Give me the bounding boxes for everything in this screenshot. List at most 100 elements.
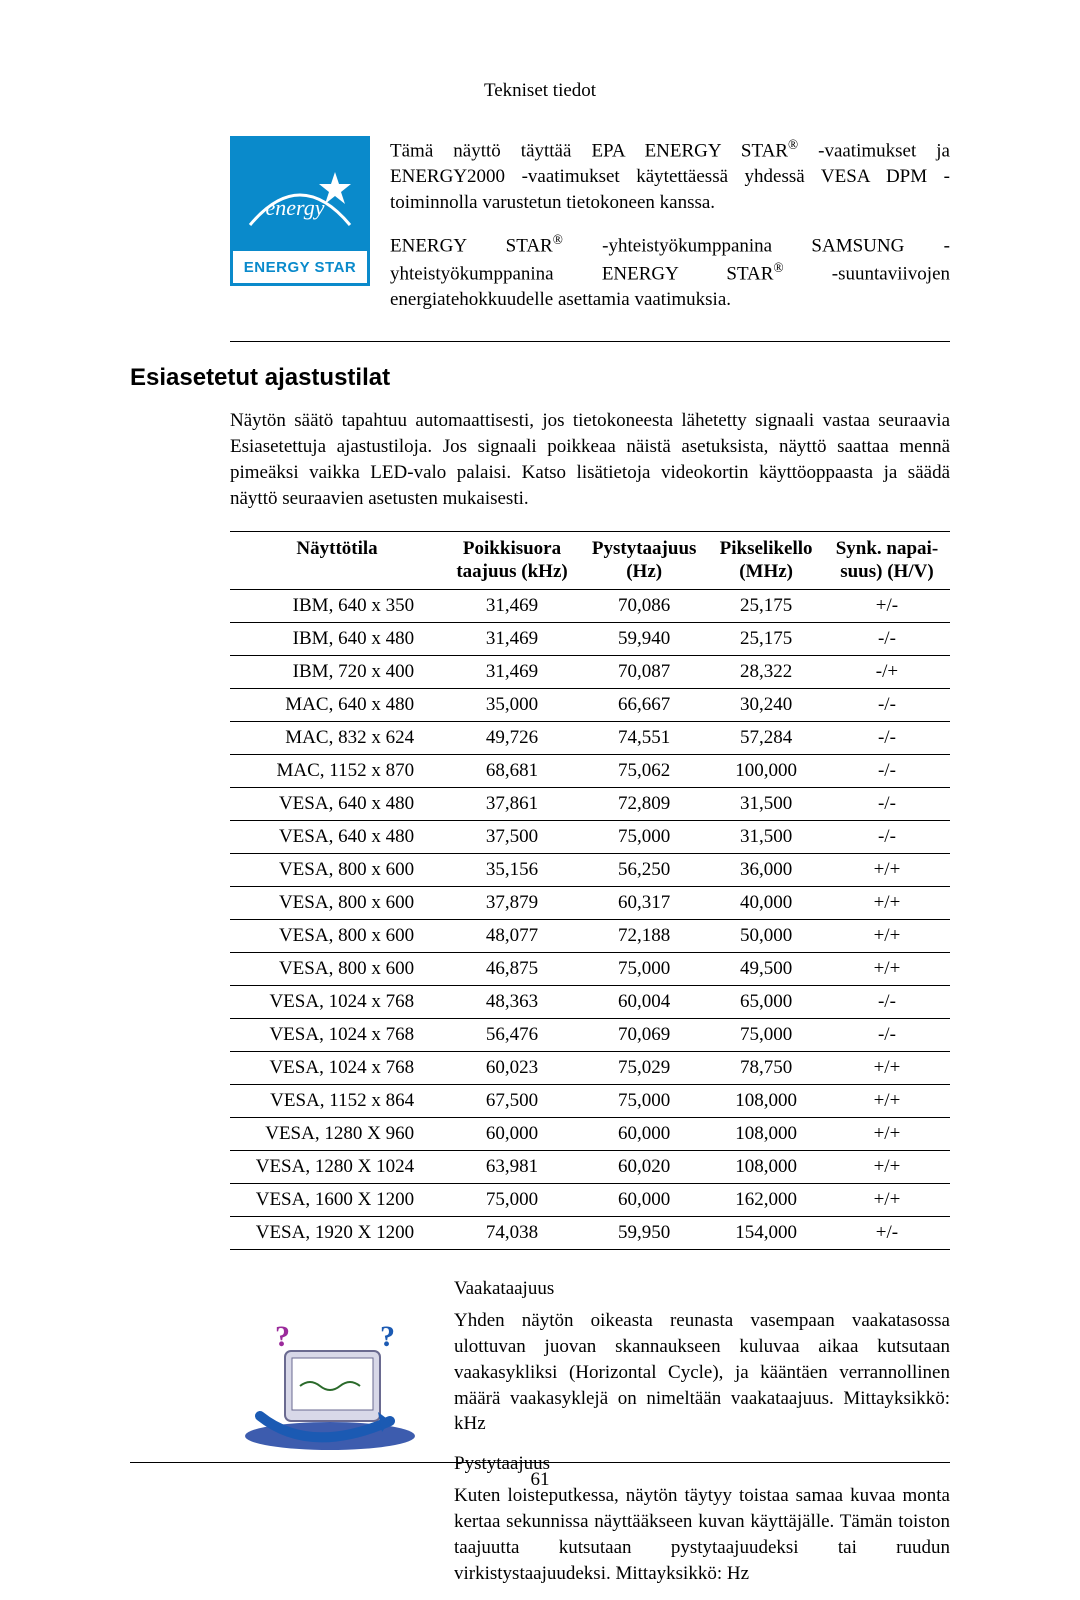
table-cell: VESA, 1024 x 768 [230,1019,444,1052]
table-cell: VESA, 1024 x 768 [230,986,444,1019]
table-cell: IBM, 640 x 480 [230,623,444,656]
timing-modes-table: NäyttötilaPoikkisuorataajuus (kHz)Pystyt… [230,531,950,1251]
intro-p2a: ENERGY STAR [390,236,553,257]
table-cell: 46,875 [444,953,580,986]
table-cell: -/- [824,722,950,755]
table-cell: +/+ [824,854,950,887]
table-cell: VESA, 1280 X 1024 [230,1151,444,1184]
table-cell: IBM, 640 x 350 [230,590,444,623]
table-row: MAC, 832 x 62449,72674,55157,284-/- [230,722,950,755]
table-cell: VESA, 1280 X 960 [230,1118,444,1151]
table-row: MAC, 1152 x 87068,68175,062100,000-/- [230,755,950,788]
table-row: VESA, 1600 X 120075,00060,000162,000+/+ [230,1184,950,1217]
table-cell: +/+ [824,953,950,986]
table-cell: +/+ [824,887,950,920]
intro-text: Tämä näyttö täyttää EPA ENERGY STAR® -va… [390,136,950,329]
table-row: VESA, 640 x 48037,86172,80931,500-/- [230,788,950,821]
table-row: VESA, 800 x 60035,15656,25036,000+/+ [230,854,950,887]
energy-star-badge: energy ENERGY STAR [230,136,370,286]
table-cell: 36,000 [708,854,824,887]
definitions-text: Vaakataajuus Yhden näytön oikeasta reuna… [454,1276,950,1600]
table-cell: 72,809 [580,788,708,821]
table-cell: VESA, 1600 X 1200 [230,1184,444,1217]
table-cell: 60,023 [444,1052,580,1085]
energy-star-label: ENERGY STAR [233,251,367,283]
table-row: IBM, 720 x 40031,46970,08728,322-/+ [230,656,950,689]
table-cell: +/+ [824,1184,950,1217]
table-row: IBM, 640 x 48031,46959,94025,175-/- [230,623,950,656]
table-cell: 60,020 [580,1151,708,1184]
table-cell: +/- [824,1217,950,1250]
intro-section: energy ENERGY STAR Tämä näyttö täyttää E… [230,136,950,342]
page-number: 61 [0,1469,1080,1491]
table-cell: 68,681 [444,755,580,788]
table-cell: 70,086 [580,590,708,623]
table-header-2: Pystytaajuus(Hz) [580,531,708,590]
table-cell: +/- [824,590,950,623]
intro-p1a: Tämä näyttö täyttää EPA ENERGY STAR [390,140,788,161]
table-header-3: Pikselikello(MHz) [708,531,824,590]
table-cell: 30,240 [708,689,824,722]
table-cell: 75,000 [708,1019,824,1052]
table-cell: 60,317 [580,887,708,920]
table-cell: 48,077 [444,920,580,953]
table-header-1: Poikkisuorataajuus (kHz) [444,531,580,590]
table-cell: 37,879 [444,887,580,920]
table-cell: MAC, 1152 x 870 [230,755,444,788]
table-cell: VESA, 1152 x 864 [230,1085,444,1118]
svg-text:energy: energy [265,195,324,220]
table-cell: 49,500 [708,953,824,986]
table-row: VESA, 800 x 60046,87575,00049,500+/+ [230,953,950,986]
table-cell: -/- [824,689,950,722]
svg-text:?: ? [380,1320,395,1353]
table-cell: 75,000 [580,953,708,986]
table-row: VESA, 800 x 60048,07772,18850,000+/+ [230,920,950,953]
table-cell: 31,469 [444,590,580,623]
table-cell: 59,950 [580,1217,708,1250]
page-header: Tekniset tiedot [130,80,950,102]
table-cell: 56,476 [444,1019,580,1052]
table-cell: 31,469 [444,656,580,689]
table-cell: 75,000 [580,821,708,854]
table-cell: -/- [824,986,950,1019]
table-cell: VESA, 800 x 600 [230,854,444,887]
table-cell: +/+ [824,1151,950,1184]
table-cell: 78,750 [708,1052,824,1085]
table-cell: 100,000 [708,755,824,788]
table-cell: 75,000 [444,1184,580,1217]
table-cell: 60,000 [580,1184,708,1217]
table-cell: -/- [824,755,950,788]
table-cell: 35,156 [444,854,580,887]
table-cell: VESA, 800 x 600 [230,953,444,986]
svg-text:?: ? [275,1320,290,1353]
term-horizontal: Vaakataajuus [454,1276,950,1302]
table-cell: 74,038 [444,1217,580,1250]
table-cell: 37,861 [444,788,580,821]
table-cell: 60,004 [580,986,708,1019]
table-cell: VESA, 800 x 600 [230,920,444,953]
table-cell: 40,000 [708,887,824,920]
table-row: VESA, 1024 x 76856,47670,06975,000-/- [230,1019,950,1052]
table-header-0: Näyttötila [230,531,444,590]
table-cell: 31,500 [708,788,824,821]
table-row: VESA, 1024 x 76848,36360,00465,000-/- [230,986,950,1019]
table-cell: 108,000 [708,1085,824,1118]
table-cell: 162,000 [708,1184,824,1217]
table-cell: -/- [824,623,950,656]
table-cell: 48,363 [444,986,580,1019]
table-cell: 60,000 [580,1118,708,1151]
table-cell: 108,000 [708,1151,824,1184]
table-header-4: Synk. napai-suus) (H/V) [824,531,950,590]
table-cell: 108,000 [708,1118,824,1151]
table-cell: 59,940 [580,623,708,656]
table-cell: MAC, 640 x 480 [230,689,444,722]
table-cell: 49,726 [444,722,580,755]
definitions-section: ? ? Vaakataajuus Yhden näytön oikeasta r… [230,1276,950,1600]
desc-horizontal: Yhden näytön oikeasta reunasta vasempaan… [454,1308,950,1437]
table-cell: 60,000 [444,1118,580,1151]
table-row: VESA, 640 x 48037,50075,00031,500-/- [230,821,950,854]
table-cell: VESA, 1920 X 1200 [230,1217,444,1250]
section-heading: Esiasetetut ajastustilat [130,364,950,392]
table-cell: +/+ [824,1118,950,1151]
table-cell: -/- [824,1019,950,1052]
